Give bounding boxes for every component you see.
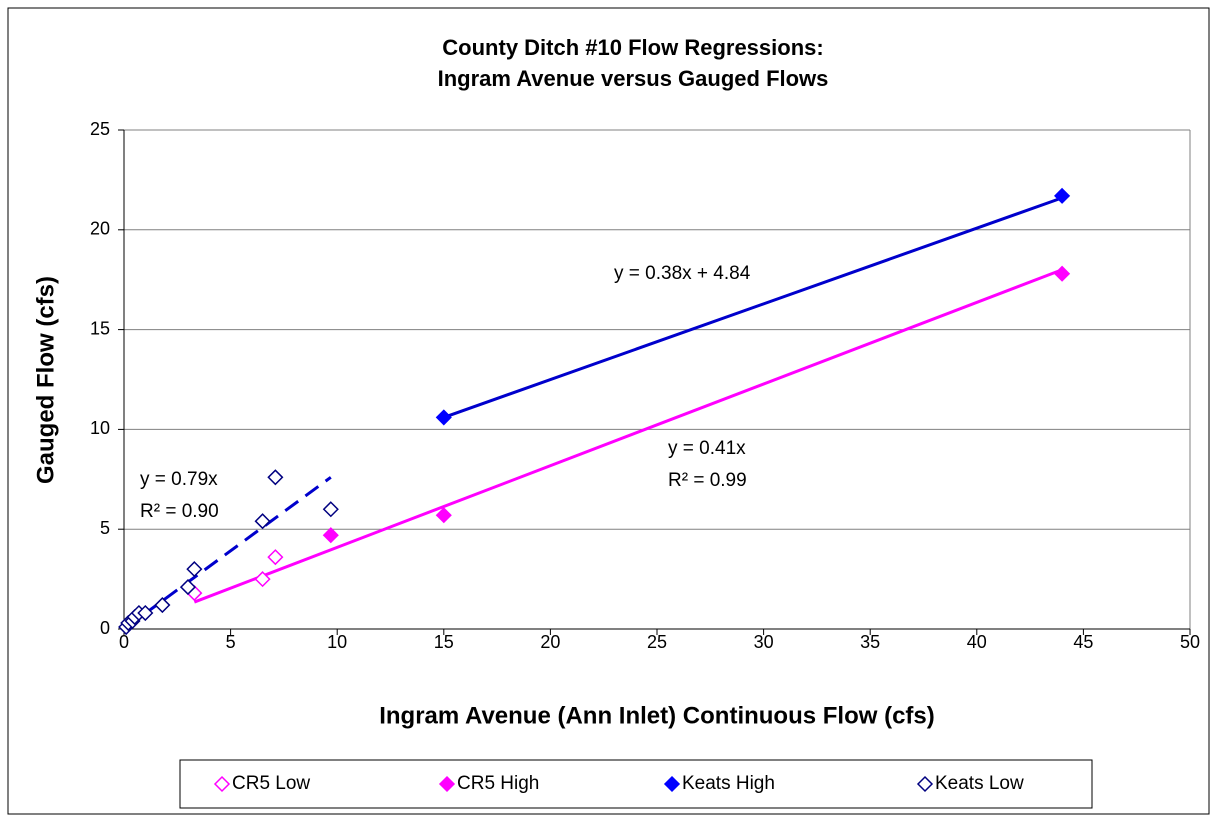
marker xyxy=(435,507,452,524)
x-tick-label: 10 xyxy=(327,632,347,652)
x-tick-label: 30 xyxy=(754,632,774,652)
trend-line xyxy=(443,196,1063,419)
legend-box xyxy=(179,759,1093,809)
y-tick-label: 0 xyxy=(100,618,110,638)
marker xyxy=(435,409,452,426)
annotation: R² = 0.90 xyxy=(140,501,219,522)
legend-marker xyxy=(438,775,456,793)
y-tick-label: 15 xyxy=(90,318,110,338)
legend-label: Keats Low xyxy=(935,773,1024,794)
x-tick-label: 0 xyxy=(119,632,129,652)
marker xyxy=(154,596,171,614)
x-tick-label: 5 xyxy=(226,632,236,652)
marker xyxy=(322,501,339,518)
legend-marker xyxy=(213,775,231,793)
trend-line xyxy=(193,268,1063,604)
annotation: y = 0.79x xyxy=(140,469,218,490)
marker xyxy=(179,579,197,596)
marker xyxy=(186,561,203,578)
annotation: R² = 0.99 xyxy=(668,470,747,491)
x-tick-label: 50 xyxy=(1180,632,1200,652)
marker xyxy=(254,513,271,530)
x-tick-label: 40 xyxy=(967,632,987,652)
x-tick-label: 45 xyxy=(1073,632,1093,652)
marker xyxy=(322,527,339,544)
legend-label: CR5 High xyxy=(457,773,539,794)
y-axis-title: Gauged Flow (cfs) xyxy=(32,276,59,484)
y-tick-label: 25 xyxy=(90,119,110,139)
chart-frame xyxy=(7,7,1210,815)
x-tick-label: 35 xyxy=(860,632,880,652)
legend-label: Keats High xyxy=(682,773,775,794)
chart-title: Ingram Avenue versus Gauged Flows xyxy=(438,66,829,91)
trend-line xyxy=(123,476,332,631)
y-tick-label: 10 xyxy=(90,418,110,438)
marker xyxy=(254,571,271,588)
y-tick-label: 5 xyxy=(100,518,110,538)
legend-label: CR5 Low xyxy=(232,773,310,794)
y-tick-label: 20 xyxy=(90,219,110,239)
legend-marker xyxy=(663,775,681,793)
x-tick-label: 20 xyxy=(540,632,560,652)
marker xyxy=(1054,187,1071,204)
marker xyxy=(1054,265,1071,282)
chart-title: County Ditch #10 Flow Regressions: xyxy=(442,35,823,60)
annotation: y = 0.38x + 4.84 xyxy=(614,263,751,284)
x-tick-label: 25 xyxy=(647,632,667,652)
x-axis-title: Ingram Avenue (Ann Inlet) Continuous Flo… xyxy=(379,702,935,729)
marker xyxy=(267,469,284,486)
x-tick-label: 15 xyxy=(434,632,454,652)
marker xyxy=(137,604,154,622)
marker xyxy=(267,549,284,566)
legend-marker xyxy=(916,775,934,793)
annotation: y = 0.41x xyxy=(668,438,746,459)
